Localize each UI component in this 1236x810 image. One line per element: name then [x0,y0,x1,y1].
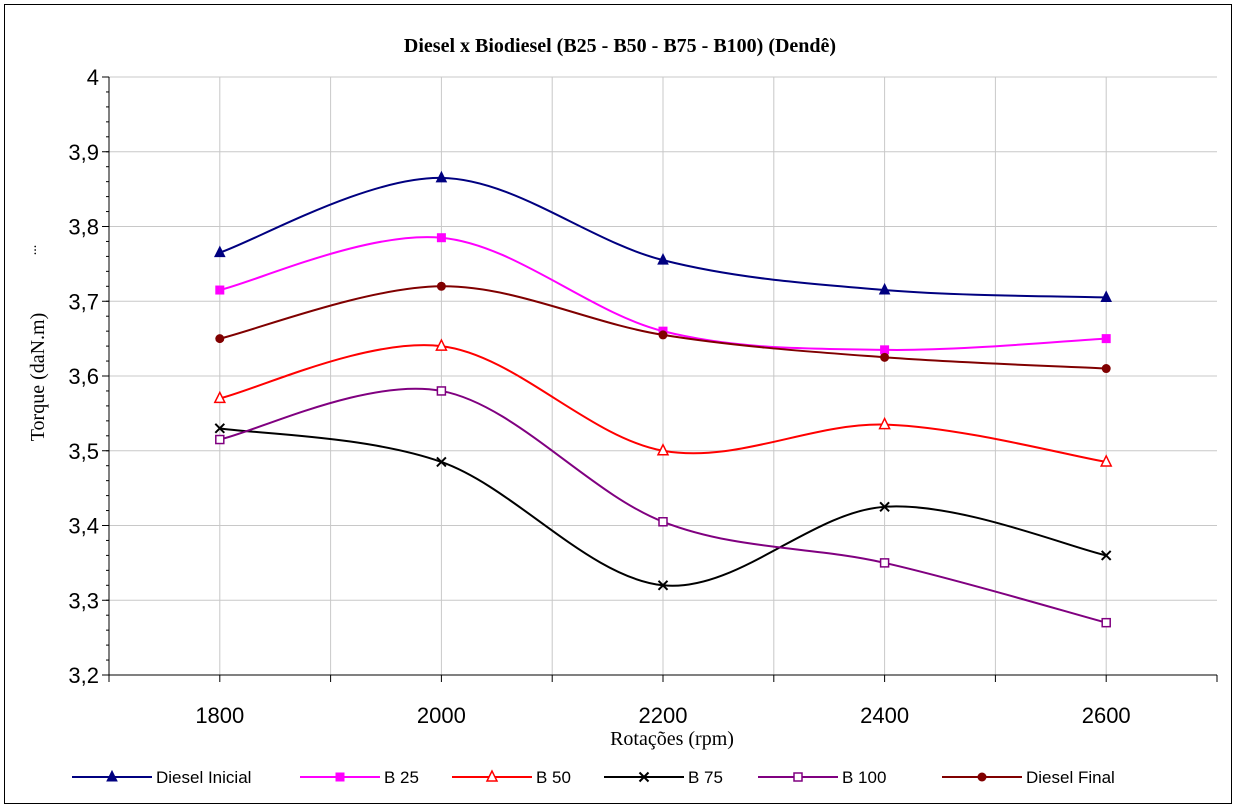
x-tick-label: 2200 [639,703,688,728]
data-point-diesel-inicial [213,245,226,258]
series-diesel-inicial [213,170,1113,303]
data-point-b-50 [435,338,448,351]
data-point-b-100 [215,434,225,445]
y-tick-label: 3,4 [68,514,99,539]
chart-title: Diesel x Biodiesel (B25 - B50 - B75 - B1… [404,35,836,57]
legend-label: B 75 [688,768,723,787]
data-point-diesel-final [658,330,668,340]
data-point-b-50 [1099,454,1113,467]
axes-layer: 3,2 3,3 3,4 3,5 3,6 3,7 3,8 3,9 4 1800 2000 2200 240… [68,65,1218,728]
legend-item-b-25: B 25 [300,768,419,787]
legend: Diesel Inicial B 25 B 50 B 75 B 100 Diesel Fi… [72,768,1115,787]
data-point-b-75 [879,501,890,513]
legend-item-diesel-final: Diesel Final [942,768,1115,787]
data-point-diesel-inicial [1100,290,1113,303]
data-point-b-50 [878,416,891,430]
data-point-diesel-final [436,281,446,291]
data-point-diesel-final [880,352,890,362]
data-point-b-75 [436,456,447,468]
grid-layer [109,76,1217,675]
legend-marker [485,769,499,782]
y-tick-label: 3,2 [68,663,99,688]
legend-label: B 100 [842,768,886,787]
legend-marker [793,772,803,782]
data-point-b-50 [213,390,227,404]
legend-marker [335,772,345,782]
legend-label: Diesel Inicial [156,768,251,787]
x-tick-label: 2600 [1082,703,1131,728]
x-axis-title: Rotações (rpm) [610,728,734,750]
series-layer [213,170,1113,628]
series-b-75 [214,423,1112,591]
data-point-b-25 [436,233,446,243]
y-axis-side-marker: ... [25,245,40,256]
data-point-diesel-inicial [435,170,448,183]
legend-item-b-75: B 75 [604,768,723,787]
legend-item-diesel-inicial: Diesel Inicial [72,768,251,787]
data-point-b-75 [657,580,669,591]
data-point-b-100 [436,386,447,396]
data-point-b-50 [656,443,670,456]
legend-marker [638,771,650,783]
series-diesel-final [215,281,1111,374]
legend-marker [977,772,987,782]
x-tick-label: 1800 [195,703,244,728]
legend-item-b-50: B 50 [452,768,571,787]
data-point-b-100 [1101,617,1111,628]
data-point-diesel-final [1101,364,1111,374]
data-point-diesel-inicial [878,282,891,295]
legend-item-b-100: B 100 [758,768,886,787]
legend-label: Diesel Final [1026,768,1115,787]
legend-label: B 25 [384,768,419,787]
y-tick-label: 4 [87,65,99,90]
x-tick-label: 2000 [417,703,466,728]
series-b-50 [213,338,1113,467]
data-point-diesel-final [215,334,225,344]
data-point-b-75 [1100,550,1112,561]
data-point-b-100 [879,558,890,568]
y-tick-label: 3,5 [68,439,99,464]
data-point-b-25 [880,345,890,355]
data-point-diesel-inicial [657,253,669,265]
data-point-b-75 [214,423,226,434]
y-tick-label: 3,3 [68,588,99,613]
legend-marker [106,769,118,782]
legend-label: B 50 [536,768,571,787]
y-tick-label: 3,6 [68,364,99,389]
y-tick-label: 3,8 [68,215,99,240]
y-tick-label: 3,9 [68,140,99,165]
chart-frame [4,4,1232,804]
x-tick-label: 2400 [860,703,909,728]
series-b-100 [215,386,1111,628]
y-tick-label: 3,7 [68,289,99,314]
data-point-b-100 [658,517,668,527]
data-point-b-25 [1101,334,1111,344]
y-axis-title: Torque (daN.m) [27,313,49,442]
data-point-b-25 [215,285,225,295]
